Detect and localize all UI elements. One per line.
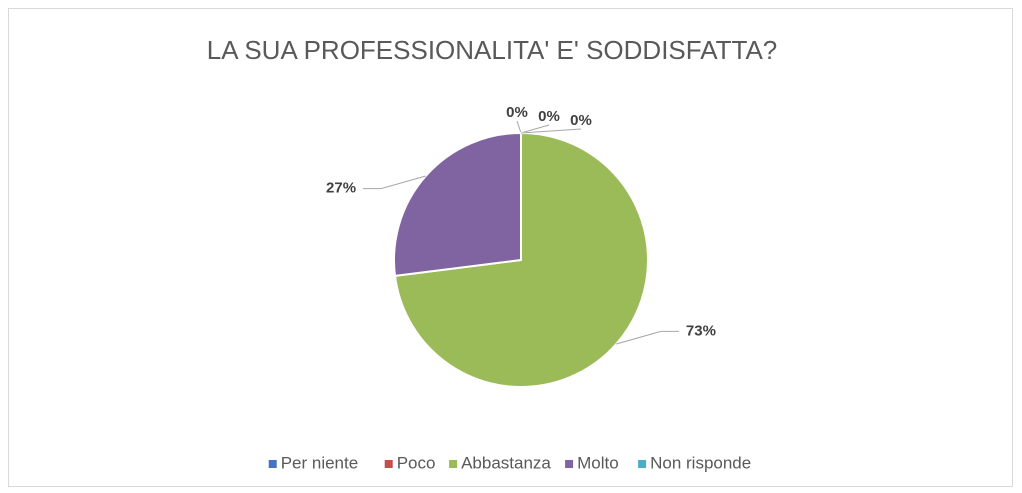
legend-swatch	[565, 460, 574, 468]
legend-swatch	[268, 460, 277, 468]
data-label: 0%	[538, 108, 560, 125]
leader-line	[616, 330, 679, 345]
legend-label: Molto	[577, 453, 619, 472]
legend-swatch	[638, 460, 647, 468]
chart-title: LA SUA PROFESSIONALITA' E' SODDISFATTA?	[207, 35, 778, 65]
data-label: 0%	[570, 112, 592, 129]
leader-line	[363, 175, 426, 190]
pie-slice	[393, 131, 522, 278]
data-label: 73%	[686, 322, 716, 339]
leader-line	[516, 120, 522, 134]
leader-line	[520, 124, 550, 134]
leader-line	[520, 128, 582, 134]
legend-label: Poco	[397, 453, 436, 472]
legend-label: Abbastanza	[461, 453, 551, 472]
legend-swatch	[384, 460, 393, 468]
legend-swatch	[449, 460, 458, 468]
legend-label: Non risponde	[650, 453, 751, 472]
data-label: 27%	[326, 180, 356, 197]
legend-label: Per niente	[281, 453, 359, 472]
data-label: 0%	[506, 104, 528, 121]
